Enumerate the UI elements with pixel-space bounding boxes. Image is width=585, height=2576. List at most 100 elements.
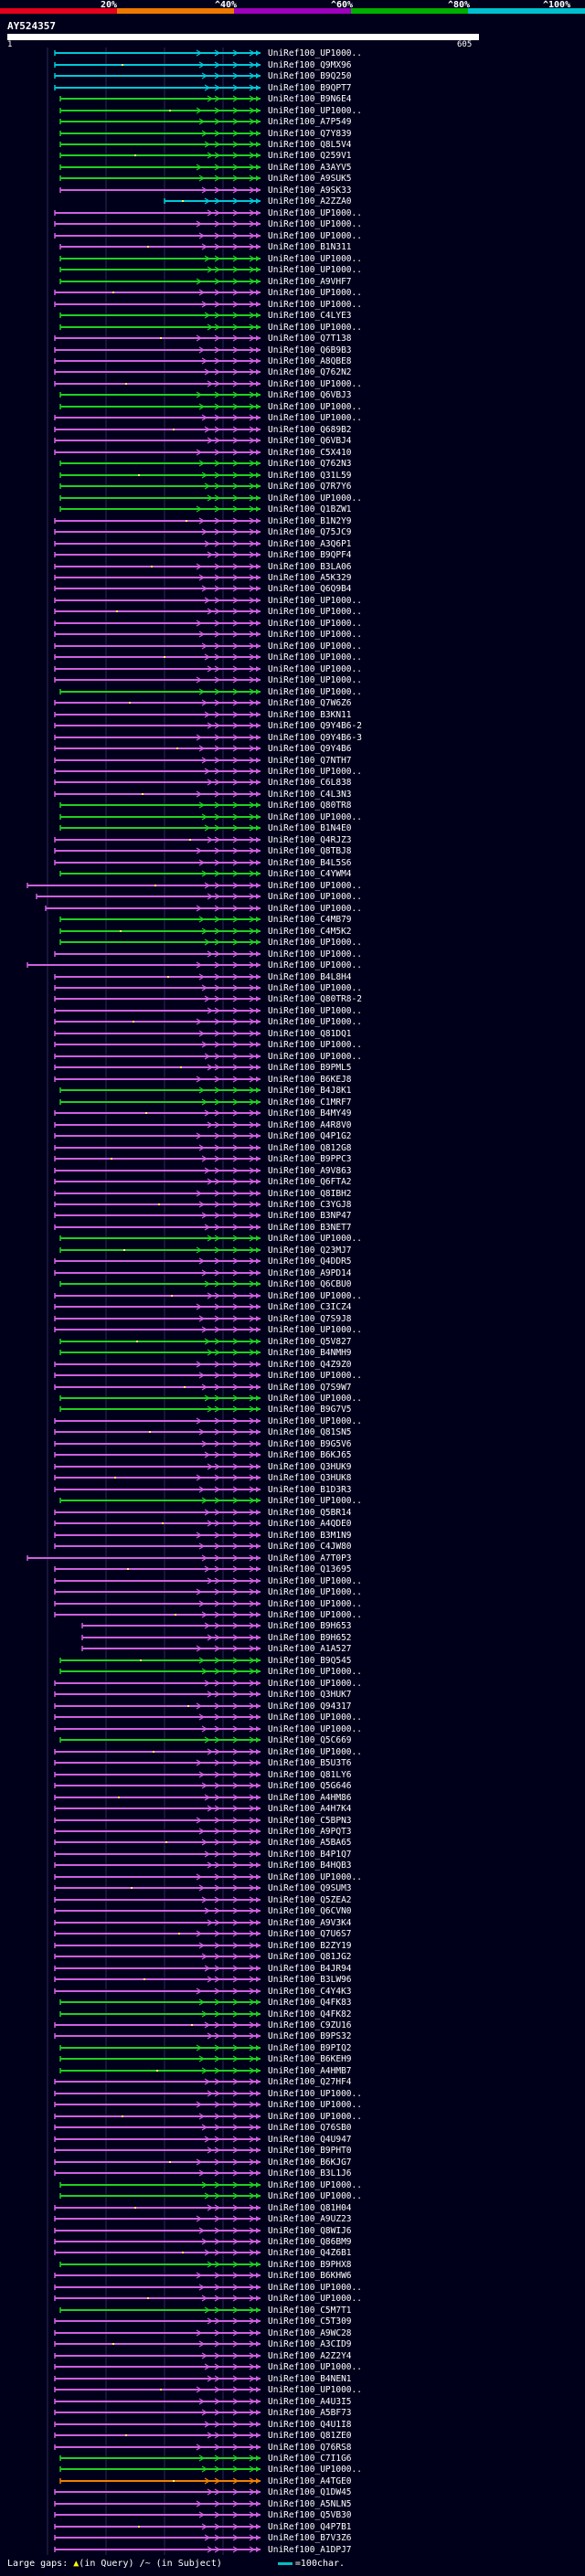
hit-label[interactable]: UniRef100_Q9SUM3 <box>268 1883 352 1893</box>
hit-row[interactable]: UniRef100_Q94317 <box>54 1701 352 1712</box>
hit-row[interactable]: UniRef100_UP1000.. <box>54 300 362 310</box>
hit-label[interactable]: UniRef100_B9PS32 <box>268 2031 352 2041</box>
hit-row[interactable]: UniRef100_Q23MJ7 <box>59 1246 352 1256</box>
hit-row[interactable]: UniRef100_Q6B9B3 <box>54 345 352 355</box>
hit-row[interactable]: UniRef100_Q3HUK9 <box>54 1462 352 1472</box>
hit-row[interactable]: UniRef100_UP1000.. <box>59 254 362 264</box>
hit-label[interactable]: UniRef100_Q7W6Z6 <box>268 698 352 708</box>
hit-row[interactable]: UniRef100_C3YGJ8 <box>54 1200 352 1210</box>
hit-label[interactable]: UniRef100_B9PIQ2 <box>268 2043 352 2053</box>
hit-row[interactable]: UniRef100_Q81SN5 <box>54 1427 352 1437</box>
hit-row[interactable]: UniRef100_A3AYV5 <box>59 163 352 173</box>
hit-row[interactable]: UniRef100_B9H652 <box>81 1633 352 1643</box>
hit-row[interactable]: UniRef100_Q4P7B1 <box>54 2522 352 2532</box>
hit-label[interactable]: UniRef100_B6KEJ8 <box>268 1075 352 1085</box>
hit-label[interactable]: UniRef100_Q6CVN0 <box>268 1906 352 1916</box>
hit-row[interactable]: UniRef100_B3L1J6 <box>54 2168 352 2178</box>
hit-row[interactable]: UniRef100_B4HQB3 <box>54 1860 352 1871</box>
hit-row[interactable]: UniRef100_B3LA06 <box>54 562 352 572</box>
hit-label[interactable]: UniRef100_C5X410 <box>268 448 352 458</box>
hit-label[interactable]: UniRef100_Q80TR8 <box>268 800 352 811</box>
hit-row[interactable]: UniRef100_Q81LY6 <box>54 1770 352 1780</box>
hit-label[interactable]: UniRef100_B9H653 <box>268 1621 352 1631</box>
hit-row[interactable]: UniRef100_B3M1N9 <box>54 1531 352 1541</box>
hit-label[interactable]: UniRef100_B3NET7 <box>268 1223 352 1233</box>
hit-row[interactable]: UniRef100_UP1000.. <box>54 767 362 777</box>
hit-row[interactable]: UniRef100_Q9Y4B6-3 <box>54 733 362 743</box>
hit-row[interactable]: UniRef100_UP1000.. <box>59 812 362 822</box>
hit-label[interactable]: UniRef100_UP1000.. <box>268 1416 362 1426</box>
hit-label[interactable]: UniRef100_C5T309 <box>268 2316 352 2327</box>
hit-row[interactable]: UniRef100_UP1000.. <box>59 1496 362 1506</box>
hit-row[interactable]: UniRef100_UP1000.. <box>54 1679 362 1689</box>
hit-label[interactable]: UniRef100_B7V3Z6 <box>268 2533 352 2543</box>
hit-label[interactable]: UniRef100_B6KEH9 <box>268 2054 352 2064</box>
hit-row[interactable]: UniRef100_B6KEJ8 <box>54 1075 352 1085</box>
hit-label[interactable]: UniRef100_Q7S9W7 <box>268 1383 352 1393</box>
hit-row[interactable]: UniRef100_Q7Y839 <box>59 129 352 139</box>
hit-label[interactable]: UniRef100_Q4U947 <box>268 2135 352 2145</box>
hit-row[interactable]: UniRef100_B9N6E4 <box>59 94 352 104</box>
hit-label[interactable]: UniRef100_UP1000.. <box>268 938 362 948</box>
hit-row[interactable]: UniRef100_C4YWM4 <box>59 869 352 879</box>
hit-label[interactable]: UniRef100_Q6B9B3 <box>268 345 352 355</box>
hit-label[interactable]: UniRef100_UP1000.. <box>268 641 362 652</box>
hit-row[interactable]: UniRef100_B9Q250 <box>54 71 352 81</box>
hit-label[interactable]: UniRef100_Q7R7Y6 <box>268 482 352 492</box>
hit-row[interactable]: UniRef100_Q5C669 <box>59 1735 352 1745</box>
hit-row[interactable]: UniRef100_B1N4E0 <box>59 823 352 833</box>
hit-row[interactable]: UniRef100_A9UZ23 <box>54 2214 352 2224</box>
hit-label[interactable]: UniRef100_Q4P1G2 <box>268 1131 352 1141</box>
hit-label[interactable]: UniRef100_B4L5S6 <box>268 858 352 868</box>
hit-row[interactable]: UniRef100_C5BPN3 <box>54 1816 352 1826</box>
hit-row[interactable]: UniRef100_UP1000.. <box>54 1712 362 1723</box>
hit-label[interactable]: UniRef100_UP1000.. <box>268 983 362 993</box>
hit-row[interactable]: UniRef100_C7I1G6 <box>59 2454 352 2464</box>
hit-label[interactable]: UniRef100_Q259V1 <box>268 151 352 161</box>
hit-label[interactable]: UniRef100_Q76RS8 <box>268 2443 352 2453</box>
hit-row[interactable]: UniRef100_UP1000.. <box>54 1747 362 1757</box>
hit-label[interactable]: UniRef100_UP1000.. <box>268 652 362 663</box>
hit-row[interactable]: UniRef100_Q9SUM3 <box>54 1883 352 1893</box>
hit-row[interactable]: UniRef100_UP1000.. <box>54 607 362 617</box>
hit-label[interactable]: UniRef100_Q4FK82 <box>268 2009 352 2019</box>
hit-label[interactable]: UniRef100_A7T0P3 <box>268 1553 352 1564</box>
hit-label[interactable]: UniRef100_A9VHF7 <box>268 277 352 287</box>
hit-label[interactable]: UniRef100_A3CID9 <box>268 2339 352 2349</box>
hit-label[interactable]: UniRef100_A1A527 <box>268 1644 352 1654</box>
hit-label[interactable]: UniRef100_Q23MJ7 <box>268 1246 352 1256</box>
hit-label[interactable]: UniRef100_C4L3N3 <box>268 790 352 800</box>
hit-label[interactable]: UniRef100_B9H652 <box>268 1633 352 1643</box>
hit-row[interactable]: UniRef100_B1D3R3 <box>54 1485 352 1495</box>
hit-row[interactable]: UniRef100_UP1000.. <box>54 652 362 663</box>
hit-row[interactable]: UniRef100_B3NET7 <box>54 1223 352 1233</box>
hit-label[interactable]: UniRef100_Q9MX96 <box>268 60 352 70</box>
hit-row[interactable]: UniRef100_UP1000.. <box>54 1371 362 1381</box>
hit-row[interactable]: UniRef100_UP1000.. <box>54 1006 362 1016</box>
hit-label[interactable]: UniRef100_UP1000.. <box>268 106 362 116</box>
hit-label[interactable]: UniRef100_UP1000.. <box>268 2362 362 2372</box>
hit-row[interactable]: UniRef100_Q8WIJ6 <box>54 2226 352 2236</box>
hit-row[interactable]: UniRef100_A9SK33 <box>59 186 352 196</box>
hit-row[interactable]: UniRef100_B9PHX8 <box>59 2260 352 2270</box>
hit-label[interactable]: UniRef100_A3AYV5 <box>268 163 352 173</box>
hit-label[interactable]: UniRef100_B3NP47 <box>268 1211 352 1221</box>
hit-row[interactable]: UniRef100_UP1000.. <box>59 1394 362 1404</box>
hit-row[interactable]: UniRef100_A7T0P3 <box>27 1553 352 1564</box>
hit-label[interactable]: UniRef100_UP1000.. <box>268 2100 362 2110</box>
hit-row[interactable]: UniRef100_Q7NTH7 <box>54 756 352 766</box>
hit-row[interactable]: UniRef100_Q5VB30 <box>54 2510 352 2520</box>
hit-row[interactable]: UniRef100_UP1000.. <box>54 2385 362 2395</box>
hit-row[interactable]: UniRef100_A9PD14 <box>54 1268 352 1278</box>
hit-row[interactable]: UniRef100_UP1000.. <box>54 2100 362 2110</box>
hit-label[interactable]: UniRef100_B6KJ65 <box>268 1450 352 1460</box>
hit-row[interactable]: UniRef100_Q5ZEA2 <box>54 1895 352 1905</box>
hit-row[interactable]: UniRef100_B9G7V5 <box>59 1405 352 1415</box>
hit-row[interactable]: UniRef100_B6KEH9 <box>59 2054 352 2064</box>
hit-label[interactable]: UniRef100_B4NMH9 <box>268 1348 352 1358</box>
hit-row[interactable]: UniRef100_Q76SB0 <box>54 2123 352 2133</box>
hit-label[interactable]: UniRef100_Q81SN5 <box>268 1427 352 1437</box>
hit-label[interactable]: UniRef100_C4M5K2 <box>268 927 352 937</box>
hit-row[interactable]: UniRef100_A5NLN5 <box>54 2499 352 2509</box>
hit-label[interactable]: UniRef100_UP1000.. <box>268 1610 362 1620</box>
